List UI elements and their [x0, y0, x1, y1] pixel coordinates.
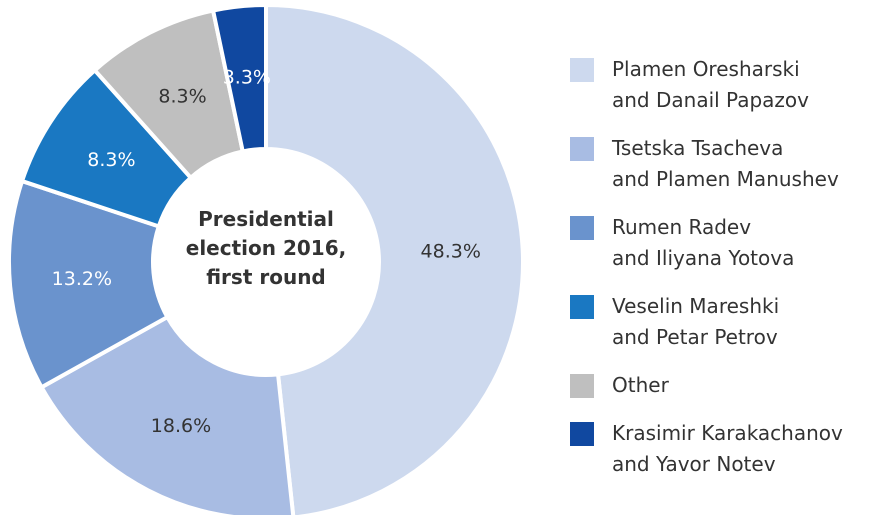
legend-swatch: [570, 422, 594, 446]
legend-label: Rumen Radev and Iliyana Yotova: [612, 215, 795, 270]
legend-item: Veselin Mareshki and Petar Petrov: [570, 291, 843, 353]
data-label: 8.3%: [158, 85, 206, 107]
legend-label: Plamen Oresharski and Danail Papazov: [612, 57, 809, 112]
slice: [264, 2, 525, 515]
data-label: 3.3%: [223, 66, 271, 88]
data-label: 18.6%: [151, 415, 211, 437]
legend-label: Tsetska Tsacheva and Plamen Manushev: [612, 136, 839, 191]
slice: [7, 178, 171, 390]
legend-swatch: [570, 137, 594, 161]
legend-label: Krasimir Karakachanov and Yavor Notev: [612, 421, 843, 476]
legend-item: Plamen Oresharski and Danail Papazov: [570, 54, 843, 116]
legend-swatch: [570, 374, 594, 398]
legend-swatch: [570, 295, 594, 319]
legend-swatch: [570, 58, 594, 82]
legend-item: Tsetska Tsacheva and Plamen Manushev: [570, 133, 843, 195]
legend-swatch: [570, 216, 594, 240]
legend-label: Other: [612, 373, 669, 397]
data-label: 48.3%: [421, 241, 481, 263]
legend-item: Krasimir Karakachanov and Yavor Notev: [570, 418, 843, 480]
legend: Plamen Oresharski and Danail Papazov Tset…: [570, 54, 843, 480]
chart-title: Presidential election 2016, first round: [185, 207, 347, 289]
legend-item: Rumen Radev and Iliyana Yotova: [570, 212, 843, 274]
slice: [38, 314, 296, 515]
legend-label: Veselin Mareshki and Petar Petrov: [612, 294, 780, 349]
data-label: 8.3%: [87, 149, 135, 171]
slice: [210, 2, 268, 154]
data-label: 13.2%: [52, 268, 112, 290]
chart: 48.3% 18.6% 13.2% 8.3% 8.3% 3.3%: [7, 2, 525, 515]
legend-item: Other: [570, 370, 843, 401]
